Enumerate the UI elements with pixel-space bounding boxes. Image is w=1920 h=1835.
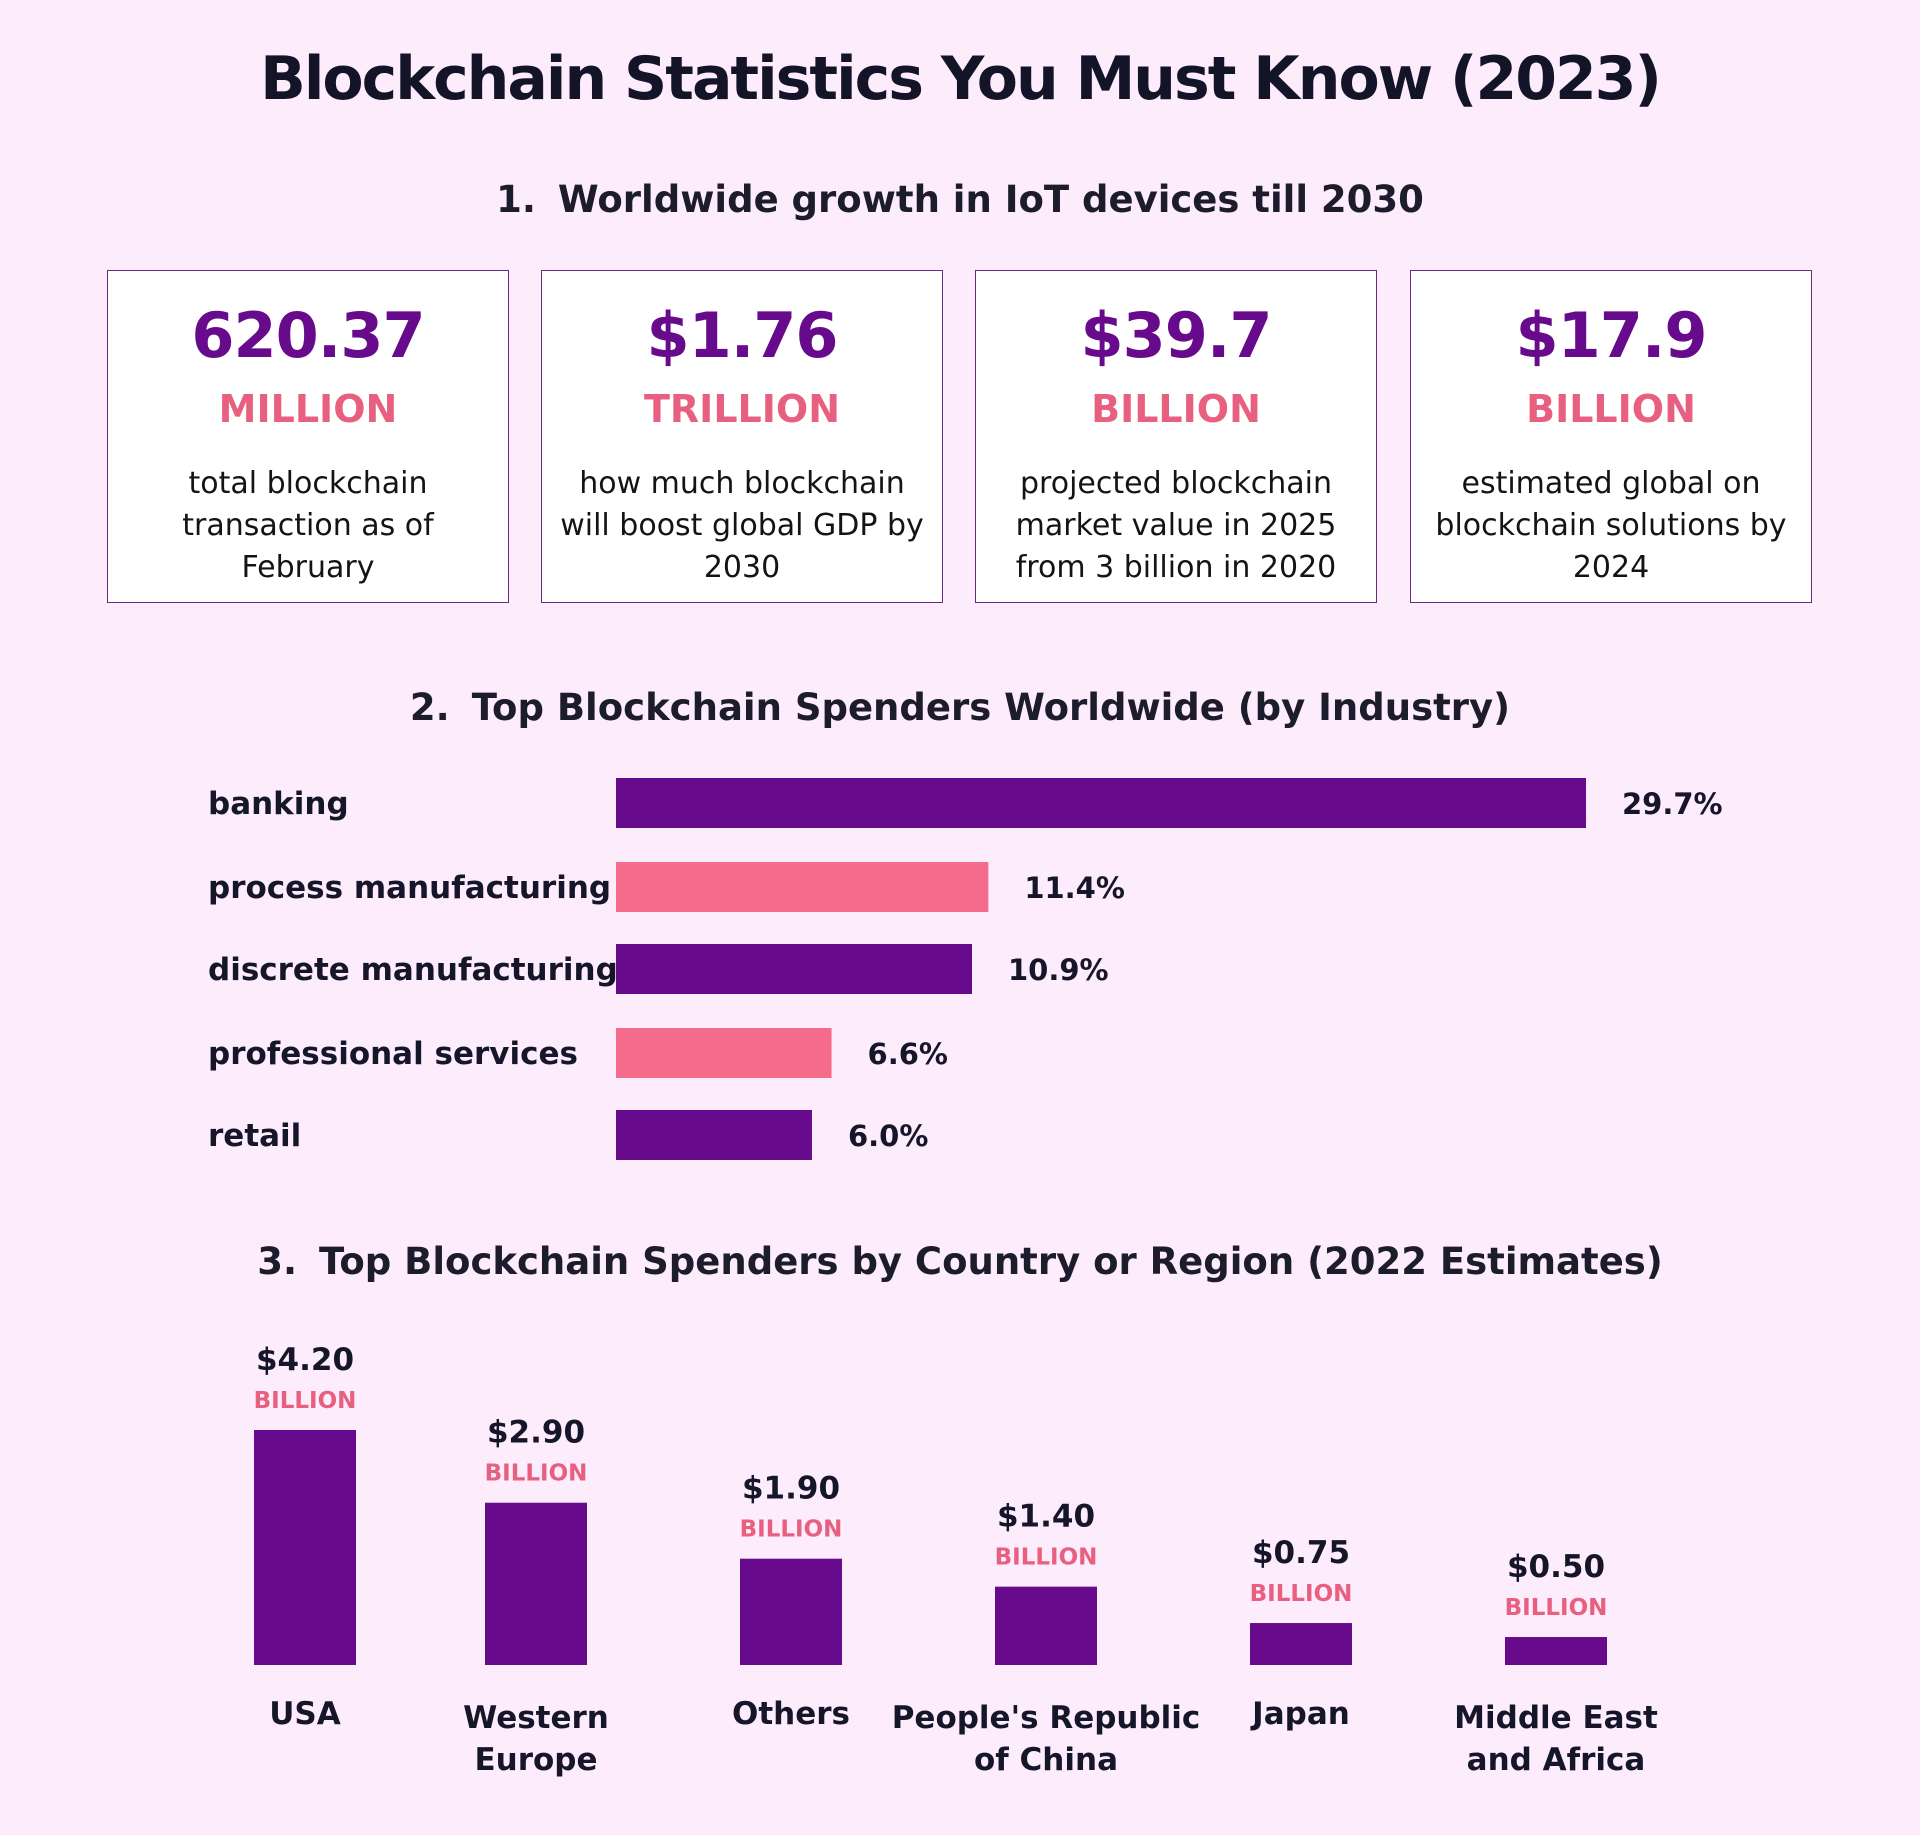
industry-bar <box>616 1028 832 1078</box>
region-bar <box>1250 1623 1352 1665</box>
category-label: retail <box>208 1118 301 1154</box>
stat-value: 620.37 <box>191 299 425 372</box>
stat-value: $1.76 <box>646 299 838 372</box>
value-label: $0.75 <box>1252 1535 1350 1571</box>
region-bar <box>254 1430 356 1665</box>
stat-value: $39.7 <box>1080 299 1272 372</box>
page-title: Blockchain Statistics You Must Know (202… <box>260 44 1662 114</box>
region-bar <box>1505 1637 1607 1665</box>
unit-label: BILLION <box>1505 1595 1608 1621</box>
stat-cards: 620.37 MILLION total blockchain transact… <box>107 270 1812 605</box>
stat-unit: TRILLION <box>644 387 840 431</box>
value-label: $4.20 <box>256 1342 354 1378</box>
section-1-title: 1. Worldwide growth in IoT devices till 2… <box>0 178 1920 221</box>
stat-card: 620.37 MILLION total blockchain transact… <box>107 270 509 603</box>
region-label: Europe <box>474 1742 597 1778</box>
stat-unit: MILLION <box>218 387 398 431</box>
region-bar <box>740 1558 842 1665</box>
section-1-number: 1. <box>496 178 536 221</box>
industry-bar <box>616 778 1586 828</box>
category-label: banking <box>208 786 349 822</box>
value-label: $1.90 <box>742 1471 840 1507</box>
region-label: People's Republic <box>892 1700 1201 1736</box>
unit-label: BILLION <box>740 1517 843 1543</box>
country-bar-chart: BILLION $4.20 USA BILLION $2.90 Western Europe… <box>254 1342 1658 1778</box>
stat-description: total blockchain transaction as of Febru… <box>182 466 434 585</box>
stat-card: $17.9 BILLION estimated global on blockc… <box>1410 270 1812 603</box>
industry-bar <box>616 862 989 912</box>
value-label: 10.9% <box>1008 953 1109 987</box>
stat-value: $17.9 <box>1515 299 1707 372</box>
region-label: Middle East <box>1454 1700 1658 1736</box>
industry-bar <box>616 944 972 994</box>
stat-unit: BILLION <box>1526 387 1696 431</box>
stat-unit: BILLION <box>1091 387 1261 431</box>
industry-bar-chart: banking 29.7% process manufacturing 11.4% di… <box>208 778 1723 1160</box>
stat-card: $1.76 TRILLION how much blockchain will … <box>541 270 943 603</box>
region-bar <box>995 1586 1097 1665</box>
region-label: Others <box>732 1696 850 1732</box>
unit-label: BILLION <box>1250 1581 1353 1607</box>
section-3-title-text: Top Blockchain Spenders by Country or Re… <box>319 1240 1663 1283</box>
value-label: 11.4% <box>1024 871 1125 905</box>
section-3-number: 3. <box>257 1240 298 1283</box>
section-1-title-text: Worldwide growth in IoT devices till 203… <box>557 178 1424 221</box>
region-label: of China <box>974 1742 1118 1778</box>
unit-label: BILLION <box>995 1545 1098 1571</box>
value-label: 29.7% <box>1622 787 1723 821</box>
industry-bar <box>616 1110 812 1160</box>
region-label: Japan <box>1250 1696 1350 1732</box>
unit-label: BILLION <box>485 1461 588 1487</box>
stat-card: $39.7 BILLION projected blockchain marke… <box>975 270 1377 603</box>
section-2-number: 2. <box>409 686 450 729</box>
stat-description: estimated global on blockchain solutions… <box>1435 466 1787 585</box>
stat-description: projected blockchain market value in 202… <box>1015 466 1337 585</box>
section-3-title: 3. Top Blockchain Spenders by Country or … <box>0 1240 1920 1283</box>
value-label: $0.50 <box>1507 1549 1605 1585</box>
value-label: $1.40 <box>997 1499 1095 1535</box>
region-label: USA <box>269 1696 341 1732</box>
unit-label: BILLION <box>254 1388 357 1414</box>
stat-description: how much blockchain will boost global GD… <box>560 466 924 585</box>
section-2-title: 2. Top Blockchain Spenders Worldwide (by … <box>0 686 1920 729</box>
region-label: and Africa <box>1467 1742 1646 1778</box>
category-label: discrete manufacturing <box>208 952 618 988</box>
value-label: $2.90 <box>487 1415 585 1451</box>
value-label: 6.0% <box>848 1119 928 1153</box>
value-label: 6.6% <box>868 1037 948 1071</box>
category-label: professional services <box>208 1036 578 1072</box>
category-label: process manufacturing <box>208 870 611 906</box>
section-2-title-text: Top Blockchain Spenders Worldwide (by In… <box>471 686 1511 729</box>
region-bar <box>485 1502 587 1665</box>
region-label: Western <box>463 1700 609 1736</box>
